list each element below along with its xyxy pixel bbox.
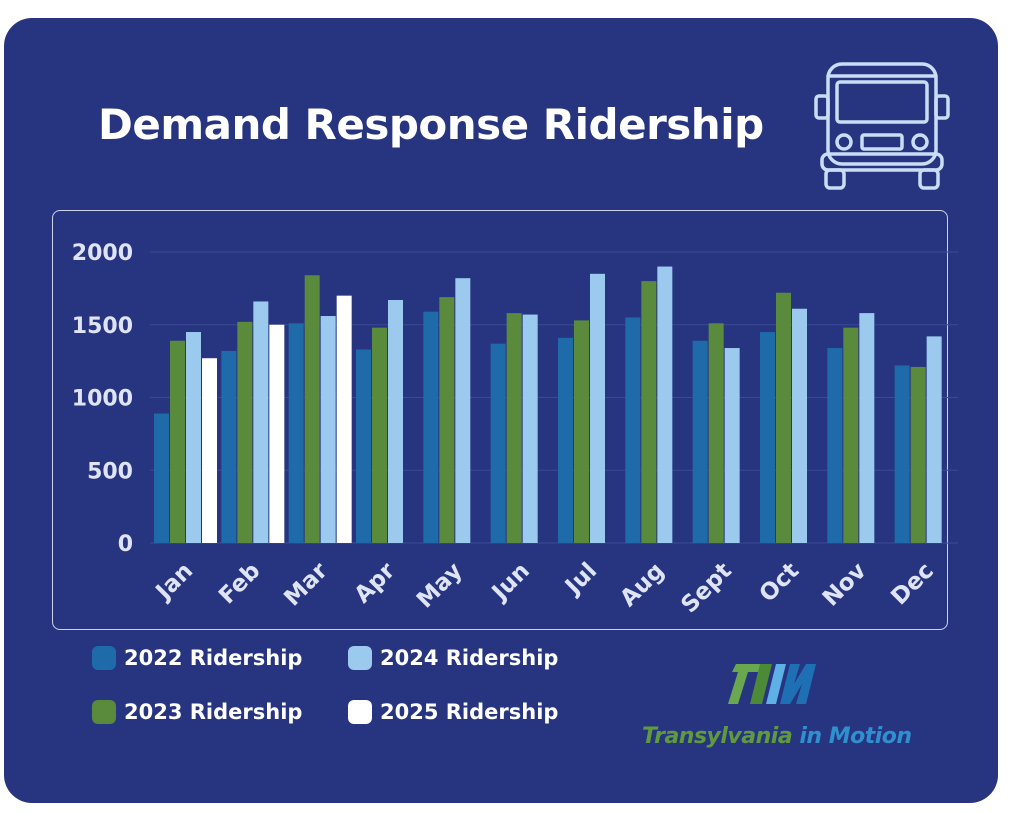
bar-2024-jun (522, 314, 538, 543)
bar-2024-jan (186, 332, 201, 543)
bar-2024-may (455, 278, 471, 543)
bar-2022-dec (894, 365, 910, 543)
y-tick-label: 2000 (72, 241, 133, 266)
bar-2022-may (423, 311, 439, 543)
bar-2024-apr (388, 300, 403, 543)
x-tick-label: Jul (559, 558, 602, 601)
bar-2022-oct (760, 332, 775, 543)
bar-2022-jan (154, 413, 169, 543)
bar-2025-feb (269, 324, 285, 543)
legend-label-2022: 2022 Ridership (124, 646, 303, 670)
logo-text-in-motion: in Motion (792, 724, 912, 749)
y-tick-label: 1000 (72, 387, 133, 412)
bar-2023-mar (304, 275, 320, 543)
bar-2023-sept (708, 323, 724, 543)
x-tick-label: Dec (886, 558, 939, 611)
bus-icon (814, 62, 950, 190)
x-tick-label: Feb (214, 558, 266, 610)
legend-swatch-2023 (92, 700, 116, 724)
bar-2024-jul (590, 273, 605, 543)
bar-2023-may (439, 297, 455, 543)
bar-2023-nov (843, 327, 859, 543)
tim-logo (728, 664, 816, 704)
bar-2023-feb (237, 321, 253, 543)
bar-2024-aug (657, 266, 673, 543)
x-tick-label: May (412, 558, 468, 614)
logo-text-transylvania: Transylvania (642, 724, 793, 749)
bar-2024-sept (724, 348, 740, 543)
bar-2023-jan (170, 340, 185, 543)
legend-label-2025: 2025 Ridership (380, 700, 559, 724)
bar-2023-jun (506, 313, 522, 543)
y-tick-label: 500 (87, 459, 133, 484)
x-tick-label: Nov (818, 558, 872, 612)
bar-2022-nov (827, 348, 843, 543)
bar-2025-jan (202, 358, 217, 543)
bar-2024-oct (792, 308, 807, 543)
bar-2025-mar (336, 295, 352, 543)
legend-label-2023: 2023 Ridership (124, 700, 303, 724)
bar-2022-apr (356, 349, 371, 543)
legend-2025: 2025 Ridership (348, 700, 558, 724)
bar-2024-mar (320, 316, 336, 543)
x-tick-label: Mar (279, 557, 333, 611)
x-tick-label: Sept (676, 558, 737, 619)
bar-2024-dec (926, 336, 942, 543)
bar-2023-dec (910, 366, 926, 543)
bar-2022-mar (288, 323, 304, 543)
bar-2024-nov (859, 313, 875, 543)
bar-2023-aug (641, 281, 657, 543)
bar-2023-oct (776, 292, 791, 543)
legend-2022: 2022 Ridership (92, 646, 302, 670)
x-tick-label: Aug (615, 558, 669, 612)
bar-2022-jul (558, 337, 573, 543)
x-tick-label: Oct (755, 558, 805, 608)
bar-2022-feb (221, 350, 237, 543)
legend-label-2024: 2024 Ridership (380, 646, 559, 670)
legend-2023: 2023 Ridership (92, 700, 302, 724)
bar-2024-feb (253, 301, 269, 543)
y-tick-label: 1500 (72, 314, 133, 339)
bar-2023-jul (574, 320, 589, 543)
y-tick-label: 0 (118, 532, 133, 557)
bar-2023-apr (372, 327, 387, 543)
bar-2022-jun (490, 343, 506, 543)
legend-swatch-2022 (92, 646, 116, 670)
legend-swatch-2024 (348, 646, 372, 670)
x-tick-label: Jan (150, 558, 198, 606)
logo-text: Transylvania in Motion (642, 724, 912, 749)
x-tick-label: Jun (486, 558, 535, 607)
legend-2024: 2024 Ridership (348, 646, 558, 670)
legend-swatch-2025 (348, 700, 372, 724)
bar-2022-sept (692, 340, 708, 543)
bar-chart: 0 500 1000 1500 2000 Jan Feb Mar Apr May Jun Jul Aug… (72, 241, 958, 619)
x-tick-label: Apr (350, 557, 401, 608)
chart-title: Demand Response Ridership (98, 100, 764, 149)
plot-frame (52, 210, 948, 630)
bar-2022-aug (625, 317, 641, 543)
